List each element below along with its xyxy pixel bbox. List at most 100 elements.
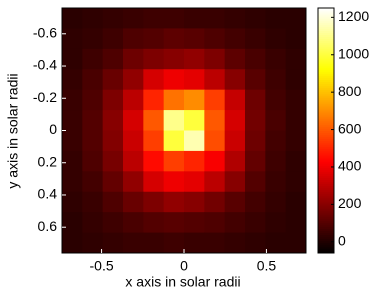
colorbar-swatch: [318, 230, 334, 234]
heatmap-cell: [285, 232, 307, 254]
heatmap-cell: [143, 232, 165, 254]
colorbar-swatch: [318, 173, 334, 176]
colorbar-swatch: [318, 14, 334, 17]
heatmap-cell: [224, 191, 246, 213]
heatmap-cell: [184, 212, 205, 234]
colorbar-swatch: [318, 204, 334, 207]
colorbar-swatch: [318, 126, 334, 129]
heatmap-cell: [62, 48, 83, 70]
heatmap-cell: [204, 8, 226, 29]
heatmap-cell: [204, 191, 226, 213]
heatmap-cell: [224, 8, 246, 29]
colorbar-swatch: [318, 91, 334, 95]
colorbar-swatch: [318, 140, 334, 144]
heatmap-cell: [163, 8, 185, 29]
colorbar-frame: [317, 7, 335, 254]
heatmap-cell: [143, 48, 165, 70]
colorbar-swatch: [318, 50, 334, 54]
heatmap-cell: [102, 110, 124, 131]
heatmap-cell: [265, 130, 287, 152]
colorbar-swatch: [318, 157, 334, 160]
heatmap-cell: [123, 150, 144, 172]
heatmap-cell: [265, 150, 287, 172]
colorbar-swatch: [318, 34, 334, 38]
heatmap-cell: [245, 110, 266, 131]
heatmap-cell: [163, 171, 185, 193]
heatmap-cell: [224, 89, 246, 111]
heatmap-cell: [265, 232, 287, 254]
y-tick-label: -0.6: [33, 24, 57, 40]
heatmap-cell: [62, 110, 83, 131]
colorbar-swatch: [318, 40, 334, 44]
heatmap-cell: [224, 28, 246, 50]
heatmap-cell: [62, 89, 83, 111]
heatmap-cell: [163, 212, 185, 234]
colorbar-swatch: [318, 10, 334, 13]
colorbar-swatch: [318, 216, 334, 219]
heatmap-cell: [82, 28, 104, 50]
heatmap-cell: [123, 28, 144, 50]
colorbar-tick-label: 600: [338, 120, 362, 136]
colorbar-swatch: [318, 83, 334, 87]
heatmap-cell: [82, 8, 104, 29]
colorbar-tick-label: 400: [338, 158, 362, 174]
colorbar-swatch: [318, 214, 334, 217]
colorbar-swatch: [318, 132, 334, 136]
colorbar-swatch: [318, 197, 334, 201]
heatmap-cell: [123, 130, 144, 152]
heatmap-cell: [265, 110, 287, 131]
colorbar-swatch: [318, 110, 334, 113]
heatmap-cell: [62, 232, 83, 254]
colorbar-swatch: [318, 195, 334, 199]
colorbar-swatch: [318, 224, 334, 227]
heatmap-cell: [163, 150, 185, 172]
heatmap-cell: [204, 150, 226, 172]
colorbar-swatch: [318, 187, 334, 191]
heatmap-cell: [102, 8, 124, 29]
heatmap-cell: [62, 69, 83, 91]
heatmap-cell: [143, 28, 165, 50]
colorbar-swatch: [318, 234, 334, 238]
colorbar-swatch: [318, 218, 334, 221]
colorbar-swatch: [318, 199, 334, 203]
heatmap-cell: [285, 8, 307, 29]
colorbar-tick-label: 1000: [338, 45, 369, 61]
heatmap-cell: [204, 232, 226, 254]
colorbar-swatch: [318, 93, 334, 97]
x-tick-label: -0.5: [90, 258, 114, 274]
colorbar-swatch: [318, 210, 334, 213]
heatmap-cell: [123, 191, 144, 213]
heatmap-cell: [184, 130, 205, 152]
colorbar-swatch: [318, 46, 334, 50]
colorbar-swatch: [318, 177, 334, 180]
colorbar-swatch: [318, 52, 334, 56]
colorbar-swatch: [318, 212, 334, 215]
colorbar-swatch: [318, 165, 334, 168]
colorbar-swatch: [318, 42, 334, 46]
colorbar-swatch: [318, 54, 334, 58]
heatmap-cell: [224, 171, 246, 193]
heatmap-cell: [245, 89, 266, 111]
colorbar-swatch: [318, 108, 334, 111]
heatmap-cell: [163, 89, 185, 111]
heatmap-cell: [204, 69, 226, 91]
y-tick-label: 0.2: [38, 153, 58, 169]
heatmap-cell: [245, 28, 266, 50]
heatmap-cell: [123, 69, 144, 91]
colorbar-swatch: [318, 144, 334, 148]
colorbar-swatch: [318, 208, 334, 211]
heatmap-cell: [163, 232, 185, 254]
colorbar-swatch: [318, 24, 334, 27]
colorbar-swatch: [318, 222, 334, 225]
colorbar-swatch: [318, 193, 334, 197]
colorbar-swatch: [318, 32, 334, 36]
colorbar-swatch: [318, 28, 334, 31]
heatmap-cell: [102, 191, 124, 213]
heatmap-cell: [265, 28, 287, 50]
colorbar-swatch: [318, 150, 334, 154]
heatmap-cell: [184, 8, 205, 29]
colorbar-swatch: [318, 118, 334, 121]
heatmap-cell: [102, 48, 124, 70]
heatmap-cell: [285, 191, 307, 213]
heatmap-cell: [102, 28, 124, 50]
